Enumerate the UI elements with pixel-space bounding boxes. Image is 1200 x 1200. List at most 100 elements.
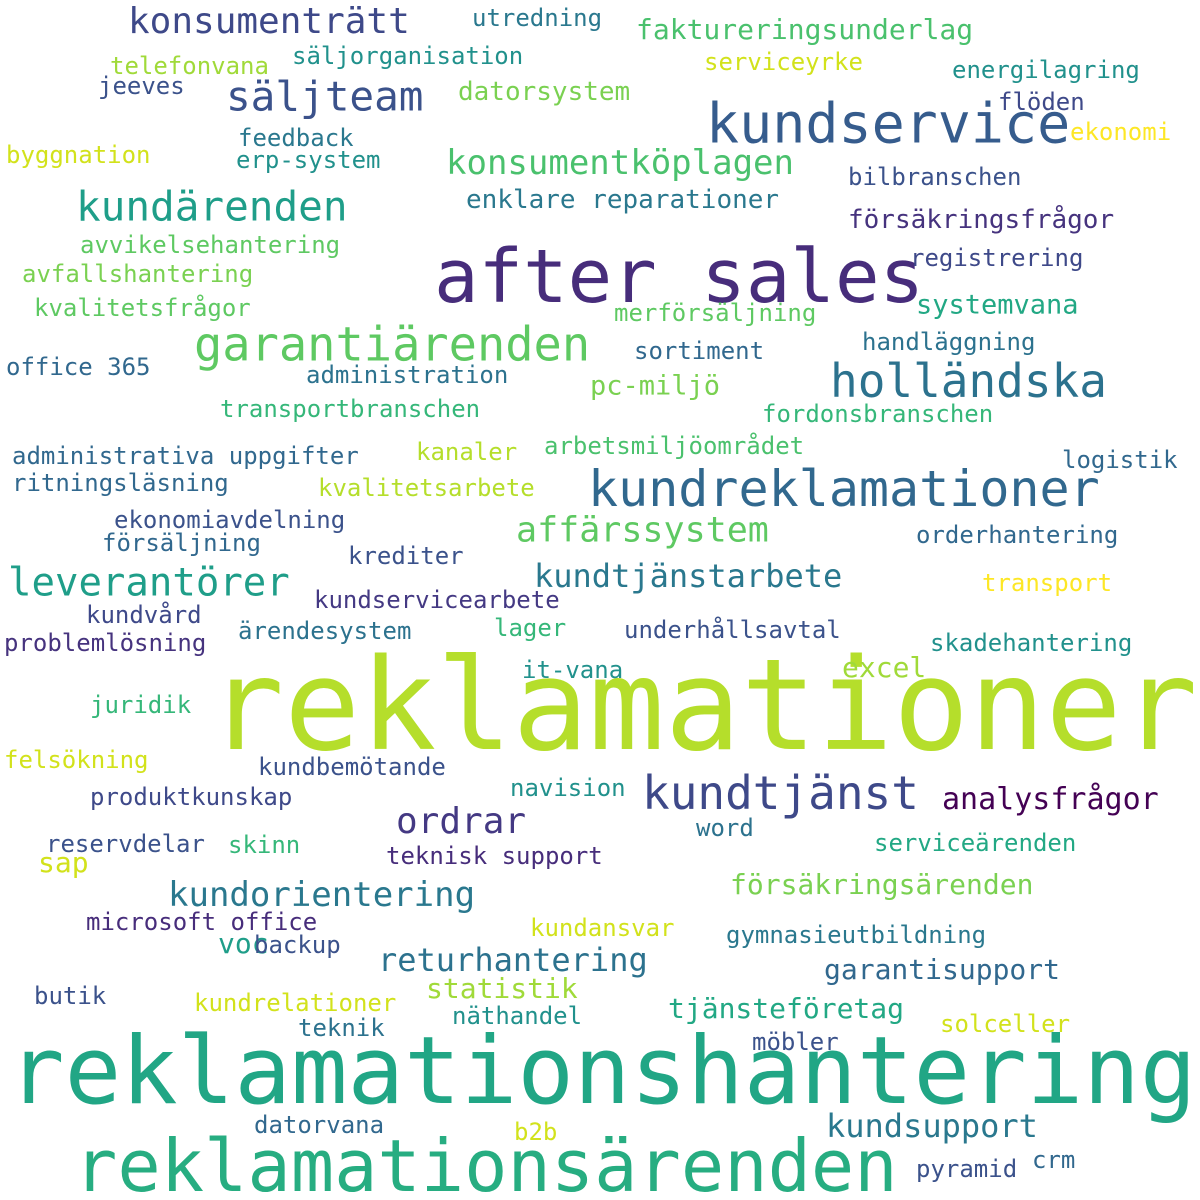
word: pyramid	[916, 1155, 1018, 1183]
word: försäkringsärenden	[730, 868, 1034, 901]
word: avfallshantering	[22, 260, 254, 288]
word: näthandel	[452, 1002, 583, 1030]
word: garantiärenden	[194, 317, 591, 373]
word: säljorganisation	[292, 42, 524, 70]
word: gymnasieutbildning	[726, 921, 987, 949]
word: administrativa uppgifter	[12, 442, 359, 470]
word: crm	[1032, 1146, 1076, 1174]
word: försäkringsfrågor	[848, 205, 1115, 235]
word: statistik	[426, 972, 578, 1005]
word: kundansvar	[530, 914, 675, 942]
word: garantisupport	[824, 953, 1061, 986]
word: kundservicearbete	[314, 586, 560, 614]
word: kanaler	[416, 438, 518, 466]
word: navision	[510, 774, 626, 802]
word: reklamationer	[208, 631, 1198, 779]
word: konsumenträtt	[128, 1, 410, 42]
word: logistik	[1062, 446, 1178, 474]
word: kvalitetsfrågor	[34, 294, 251, 322]
word: excel	[842, 651, 927, 684]
word: sap	[38, 846, 89, 879]
word: faktureringsunderlag	[636, 13, 974, 46]
word: teknik	[298, 1014, 385, 1042]
word: bilbranschen	[848, 163, 1022, 191]
word: kvalitetsarbete	[318, 474, 535, 502]
word: kundsupport	[826, 1107, 1038, 1145]
word: utredning	[472, 4, 603, 32]
word: skadehantering	[930, 629, 1133, 657]
word: holländska	[830, 354, 1107, 408]
word: tjänsteföretag	[668, 992, 905, 1025]
word: krediter	[348, 542, 464, 570]
word: merförsäljning	[614, 299, 817, 327]
word: reklamationsärenden	[74, 1124, 898, 1200]
word: it-vana	[522, 656, 624, 684]
word: produktkunskap	[90, 783, 293, 811]
word: transport	[982, 569, 1113, 597]
word: kundservice	[706, 91, 1071, 156]
word: office 365	[6, 353, 151, 381]
word: flöden	[998, 88, 1085, 116]
word: säljteam	[226, 72, 424, 121]
word: butik	[34, 982, 107, 1010]
word: energilagring	[952, 56, 1140, 84]
word: backup	[254, 931, 341, 959]
word: solceller	[940, 1010, 1071, 1038]
word: reklamationshantering	[8, 1017, 1197, 1126]
word: kundärenden	[76, 182, 348, 231]
word: registrering	[910, 244, 1084, 272]
word: datorsystem	[458, 77, 631, 107]
word: kundorientering	[168, 875, 476, 915]
word: microsoft office	[86, 908, 318, 936]
word: orderhantering	[916, 521, 1119, 549]
word: reservdelar	[46, 830, 205, 858]
word: jeeves	[98, 72, 185, 100]
word: returhantering	[378, 941, 648, 979]
word: telefonvana	[110, 52, 269, 80]
word: byggnation	[6, 141, 151, 169]
word: kundreklamationer	[588, 460, 1100, 518]
word: ärendesystem	[238, 617, 412, 645]
word: felsökning	[4, 746, 149, 774]
word: serviceyrke	[704, 48, 863, 76]
word: skinn	[228, 831, 301, 859]
word: after sales	[434, 234, 925, 320]
word: underhållsavtal	[624, 616, 841, 644]
word: kundvård	[86, 601, 202, 629]
word: kundtjänstarbete	[534, 557, 843, 595]
word: erp-system	[236, 146, 381, 174]
word: b2b	[514, 1118, 558, 1146]
word: analysfrågor	[942, 782, 1159, 817]
word: problemlösning	[4, 629, 207, 657]
word: enklare reparationer	[466, 185, 780, 215]
word: kundrelationer	[194, 989, 397, 1017]
word: feedback	[238, 124, 354, 152]
word: möbler	[752, 1028, 839, 1056]
word: affärssystem	[516, 510, 769, 551]
word: leverantörer	[8, 560, 290, 606]
word: administration	[306, 361, 509, 389]
word: konsumentköplagen	[446, 143, 794, 183]
word: lager	[494, 614, 567, 642]
word: ekonomi	[1070, 118, 1172, 146]
word: transportbranschen	[220, 395, 481, 423]
word: kundbemötande	[258, 753, 446, 781]
word: systemvana	[916, 289, 1079, 321]
word: teknisk support	[386, 842, 603, 870]
word: voc	[218, 927, 269, 960]
word: pc-miljö	[590, 370, 721, 402]
word: word	[696, 814, 754, 842]
word: sortiment	[634, 337, 765, 365]
word: arbetsmiljöområdet	[544, 432, 805, 460]
word: fordonsbranschen	[762, 400, 994, 428]
word: avvikelsehantering	[80, 231, 341, 259]
word: juridik	[90, 691, 192, 719]
word: försäljning	[102, 529, 261, 557]
word: ritningsläsning	[12, 469, 229, 497]
word: ordrar	[396, 801, 527, 842]
word: serviceärenden	[874, 829, 1077, 857]
word: ekonomiavdelning	[114, 506, 346, 534]
word: kundtjänst	[642, 766, 919, 820]
word: datorvana	[254, 1111, 385, 1139]
